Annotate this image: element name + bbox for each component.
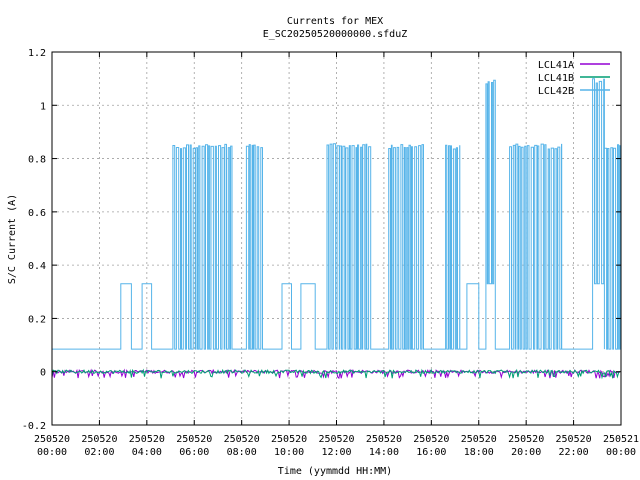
y-tick-label: -0.2 bbox=[22, 421, 46, 432]
x-tick-time: 00:00 bbox=[606, 447, 636, 458]
series-line-lcl41b bbox=[51, 368, 621, 380]
x-tick-time: 12:00 bbox=[321, 447, 351, 458]
grid-lines bbox=[51, 51, 622, 426]
x-tick-date: 250520 bbox=[461, 434, 497, 445]
x-tick-time: 04:00 bbox=[132, 447, 162, 458]
y-tick-label: 0.8 bbox=[28, 155, 46, 166]
y-tick-label: 1 bbox=[40, 101, 46, 112]
series-lines bbox=[51, 78, 621, 380]
x-tick-date: 250520 bbox=[556, 434, 592, 445]
x-tick-date: 250520 bbox=[318, 434, 354, 445]
x-tick-time: 20:00 bbox=[511, 447, 541, 458]
x-tick-time: 10:00 bbox=[274, 447, 304, 458]
legend-label: LCL42B bbox=[538, 86, 574, 97]
y-tick-label: 1.2 bbox=[28, 48, 46, 59]
y-tick-label: 0.4 bbox=[28, 261, 46, 272]
chart-title: Currents for MEX bbox=[287, 16, 383, 27]
x-tick-time: 22:00 bbox=[559, 447, 589, 458]
y-tick-label: 0.6 bbox=[28, 208, 46, 219]
legend: LCL41A LCL41B LCL42B bbox=[538, 60, 610, 97]
x-tick-time: 18:00 bbox=[464, 447, 494, 458]
x-tick-date: 250520 bbox=[34, 434, 70, 445]
x-tick-date: 250520 bbox=[129, 434, 165, 445]
x-tick-time: 14:00 bbox=[369, 447, 399, 458]
chart-subtitle: E_SC20250520000000.sfduZ bbox=[263, 29, 408, 40]
x-tick-time: 06:00 bbox=[179, 447, 209, 458]
x-tick-date: 250520 bbox=[413, 434, 449, 445]
x-tick-date: 250520 bbox=[224, 434, 260, 445]
y-axis-label: S/C Current (A) bbox=[7, 194, 18, 284]
x-tick-date: 250520 bbox=[176, 434, 212, 445]
legend-label: LCL41A bbox=[538, 60, 574, 71]
x-tick-time: 02:00 bbox=[84, 447, 114, 458]
axis-ticks: -0.2 0 0.2 0.4 0.6 0.8 1 1.2 250520 00:00 250520 02… bbox=[22, 48, 639, 458]
x-tick-time: 08:00 bbox=[227, 447, 257, 458]
x-tick-date: 250520 bbox=[81, 434, 117, 445]
x-tick-time: 16:00 bbox=[416, 447, 446, 458]
y-tick-label: 0.2 bbox=[28, 314, 46, 325]
legend-label: LCL41B bbox=[538, 73, 574, 84]
x-tick-date: 250520 bbox=[366, 434, 402, 445]
x-tick-time: 00:00 bbox=[37, 447, 67, 458]
y-tick-label: 0 bbox=[40, 368, 46, 379]
x-tick-date: 250521 bbox=[603, 434, 639, 445]
x-tick-date: 250520 bbox=[508, 434, 544, 445]
x-tick-date: 250520 bbox=[271, 434, 307, 445]
series-line-lcl42b bbox=[52, 78, 621, 350]
x-axis-label: Time (yymmdd HH:MM) bbox=[278, 466, 392, 477]
